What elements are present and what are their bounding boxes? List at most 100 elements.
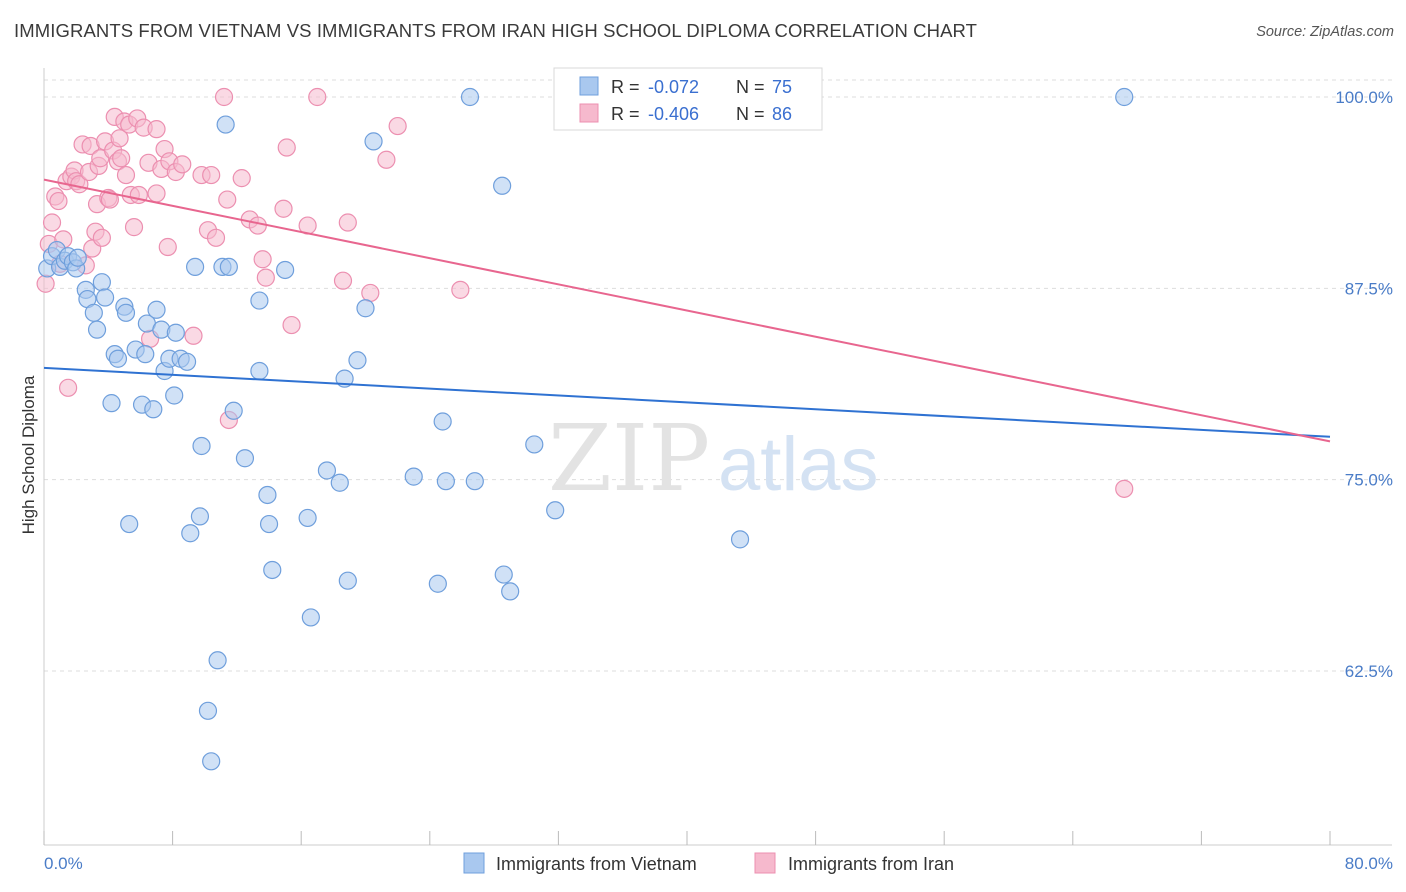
iran-point — [232, 169, 251, 188]
vietnam-point — [190, 507, 210, 526]
legend-swatch-iran — [579, 103, 599, 123]
vietnam-point — [348, 351, 367, 370]
series-legend-swatch-iran — [754, 852, 776, 874]
iran-point — [206, 228, 226, 247]
iran-point — [338, 213, 357, 232]
vietnam-point — [263, 560, 282, 580]
vietnam-point — [494, 565, 513, 584]
iran-point — [388, 116, 407, 136]
iran-point — [184, 326, 203, 345]
legend-n-label-iran: N = — [736, 104, 765, 124]
iran-point — [333, 271, 353, 290]
y-tick-label: 75.0% — [1345, 471, 1393, 490]
vietnam-point — [219, 257, 238, 277]
iran-point — [116, 165, 136, 185]
watermark: ZIP atlas — [548, 405, 879, 512]
series-legend-label-vietnam: Immigrants from Vietnam — [496, 854, 697, 874]
iran-point — [110, 129, 129, 148]
vietnam-point — [1115, 87, 1134, 107]
vietnam-point — [235, 449, 255, 468]
series-legend: Immigrants from Vietnam Immigrants from … — [463, 852, 954, 874]
vietnam-point — [95, 288, 115, 307]
vietnam-point — [433, 412, 452, 431]
correlation-legend: R = -0.072 N = 75 R = -0.406 N = 86 — [553, 67, 823, 131]
iran-point — [1115, 479, 1134, 498]
iran-point — [100, 190, 120, 209]
vietnam-point — [177, 352, 197, 371]
legend-n-value-iran: 86 — [772, 104, 792, 124]
vietnam-point — [276, 260, 295, 280]
vietnam-point — [224, 401, 243, 420]
iran-point — [248, 216, 267, 235]
legend-r-value-iran: -0.406 — [648, 104, 699, 124]
vietnam-point — [298, 508, 317, 528]
y-tick-labels: 62.5% 75.0% 87.5% 100.0% — [1335, 88, 1393, 681]
vietnam-point — [136, 345, 155, 364]
axes — [43, 68, 1392, 846]
iran-point — [277, 138, 296, 157]
iran-point — [256, 268, 275, 287]
vietnam-point — [198, 701, 218, 720]
x-tick-label-max: 80.0% — [1345, 854, 1393, 873]
vietnam-point — [364, 132, 383, 151]
vietnam-point — [144, 400, 163, 419]
iran-point — [49, 191, 68, 211]
iran-point — [308, 87, 327, 107]
vietnam-point — [250, 291, 269, 310]
vietnam-point — [102, 394, 121, 413]
iran-point — [42, 213, 62, 232]
iran-point — [451, 280, 470, 299]
vietnam-point — [108, 349, 128, 368]
vietnam-point — [87, 320, 107, 339]
vietnam-point — [192, 436, 211, 456]
vietnam-point — [501, 582, 520, 601]
vietnam-point — [301, 608, 320, 627]
iran-point — [112, 149, 131, 168]
iran-point — [158, 237, 177, 257]
vietnam-point — [730, 530, 750, 549]
iran-trend-line — [43, 178, 1331, 443]
vietnam-point — [465, 472, 484, 491]
vietnam-point — [428, 574, 447, 593]
iran-point — [218, 190, 237, 209]
legend-r-label-iran: R = — [611, 104, 640, 124]
vietnam-point — [120, 514, 139, 534]
vietnam-point — [202, 752, 221, 771]
vietnam-point — [493, 176, 512, 195]
legend-box — [553, 67, 823, 131]
iran-point — [147, 120, 166, 139]
iran-point — [173, 155, 192, 174]
vietnam-point — [116, 303, 136, 322]
iran-point — [202, 165, 221, 185]
legend-n-label-vietnam: N = — [736, 77, 765, 97]
series-legend-label-iran: Immigrants from Iran — [788, 854, 954, 874]
iran-point — [253, 250, 272, 269]
iran-point — [124, 218, 144, 237]
vietnam-point — [330, 473, 349, 492]
vietnam-point — [525, 435, 544, 454]
series-legend-swatch-vietnam — [463, 852, 485, 874]
iran-point — [147, 184, 166, 203]
legend-r-label-vietnam: R = — [611, 77, 640, 97]
iran-point — [361, 283, 380, 303]
vietnam-point — [216, 115, 235, 134]
watermark-zip: ZIP — [548, 405, 710, 512]
iran-point — [92, 228, 111, 247]
gridlines — [44, 79, 1392, 672]
vietnam-point — [165, 386, 184, 405]
iran-point — [59, 378, 78, 397]
vietnam-point — [181, 524, 200, 543]
y-tick-label: 100.0% — [1335, 88, 1393, 107]
legend-n-value-vietnam: 75 — [772, 77, 792, 97]
vietnam-point — [356, 299, 375, 318]
vietnam-trend-line — [43, 366, 1331, 438]
vietnam-point — [259, 514, 279, 534]
chart-source: Source: ZipAtlas.com — [1256, 24, 1394, 40]
chart-title: IMMIGRANTS FROM VIETNAM VS IMMIGRANTS FR… — [14, 20, 978, 41]
iran-point — [36, 274, 55, 293]
vietnam-point — [92, 273, 111, 292]
trend-lines — [43, 178, 1331, 443]
iran-point — [214, 87, 234, 107]
vietnam-point — [84, 303, 103, 322]
